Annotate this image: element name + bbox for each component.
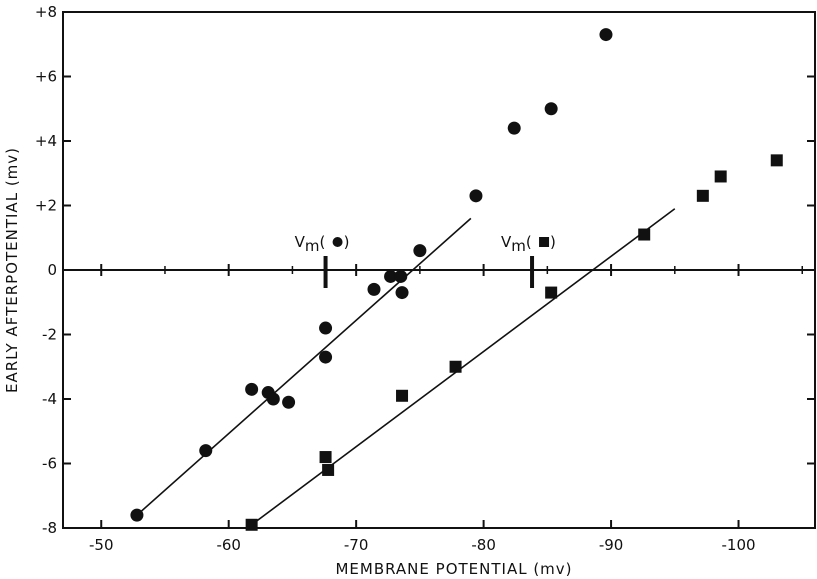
x-axis-ticks: -50 -60 -70 -80 -90 -100 (89, 264, 804, 554)
square-data-point (319, 451, 332, 464)
x-tick-label: -50 (89, 536, 114, 554)
x-tick-label: -80 (471, 536, 496, 554)
square-data-point (714, 170, 727, 183)
vm-square-close-paren: ) (550, 233, 556, 251)
circle-data-point (507, 121, 521, 135)
x-tick-label: -100 (722, 536, 756, 554)
regression-lines (136, 208, 676, 526)
vm-circle-close-paren: ) (344, 233, 350, 251)
circle-fit-line (136, 217, 472, 516)
square-data-point (245, 518, 258, 531)
vm-square-symbol (539, 237, 550, 247)
circle-data-point (394, 269, 408, 283)
square-data-point (396, 389, 409, 402)
circle-data-point (319, 350, 333, 364)
circle-data-point (319, 321, 333, 335)
square-fit-line (251, 208, 676, 526)
y-axis-label: EARLY AFTERPOTENTIAL (mv) (3, 147, 21, 393)
y-tick-label: +8 (35, 3, 57, 21)
circle-data-point (384, 269, 398, 283)
y-tick-label: +6 (35, 68, 57, 86)
y-tick-label: -4 (42, 390, 57, 408)
circle-data-point (266, 392, 280, 406)
x-axis-label: MEMBRANE POTENTIAL (mv) (335, 560, 572, 578)
x-tick-label: -70 (344, 536, 369, 554)
circle-data-point (413, 244, 427, 258)
y-tick-label: +2 (35, 197, 57, 215)
circle-data-point (130, 508, 144, 522)
circle-data-point (599, 28, 613, 42)
circle-data-point (469, 189, 483, 203)
circle-data-point (282, 395, 296, 409)
y-tick-label: 0 (47, 261, 57, 279)
y-tick-label: -8 (42, 519, 57, 537)
y-tick-label: -2 (42, 326, 57, 344)
circle-data-point (245, 382, 259, 396)
y-tick-label: +4 (35, 132, 57, 150)
vm-square-label: Vm( (501, 233, 532, 255)
y-axis-ticks: -8 -6 -4 -2 0 +2 +4 +6 +8 (35, 3, 815, 537)
square-data-point (322, 463, 335, 476)
square-data-point (545, 286, 558, 299)
circle-data-point (544, 102, 558, 116)
square-data-point (696, 189, 709, 202)
y-tick-label: -6 (42, 455, 57, 473)
square-data-point (638, 228, 651, 241)
x-tick-label: -90 (599, 536, 624, 554)
vm-circle-symbol (332, 237, 343, 247)
vm-annotations: Vm() Vm() (295, 233, 556, 288)
circle-data-point (199, 444, 213, 458)
circle-data-point (395, 286, 409, 300)
square-data-point (770, 154, 783, 167)
data-points (130, 28, 783, 531)
vm-circle-label: Vm( (295, 233, 326, 255)
square-data-point (449, 360, 462, 373)
circle-data-point (367, 282, 381, 296)
x-tick-label: -60 (216, 536, 241, 554)
